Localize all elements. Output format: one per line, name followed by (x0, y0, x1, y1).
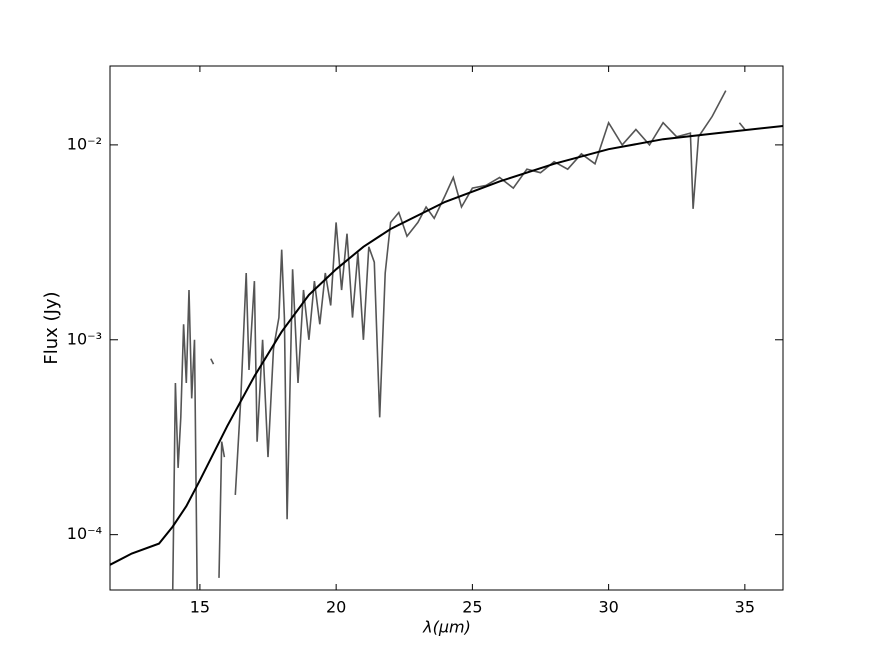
x-tick-label: 25 (462, 598, 482, 617)
y-tick-label: 10⁻³ (67, 329, 102, 348)
plot-frame (109, 65, 784, 591)
y-tick-label: 10⁻⁴ (67, 524, 102, 543)
series-line (738, 122, 746, 131)
x-tick-label: 20 (326, 598, 346, 617)
series-line (218, 441, 226, 578)
series-line (210, 358, 215, 365)
series-line (110, 125, 783, 566)
y-axis-label: Flux (Jy) (41, 291, 62, 364)
series-line (171, 289, 198, 590)
series-line (234, 90, 727, 520)
x-axis-label: λ(μm) (422, 618, 471, 637)
y-tick-label: 10⁻² (67, 134, 102, 153)
x-tick-label: 35 (735, 598, 755, 617)
plot-area (110, 90, 783, 590)
x-tick-label: 15 (190, 598, 210, 617)
x-tick-label: 30 (598, 598, 618, 617)
